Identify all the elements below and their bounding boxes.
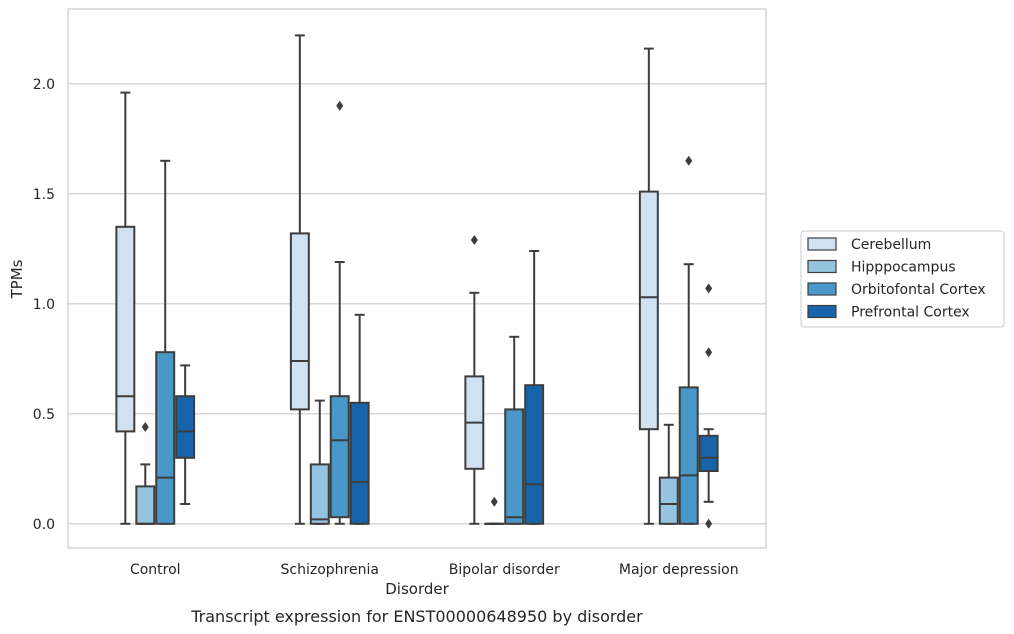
y-tick-label: 1.5	[33, 187, 55, 203]
iqr-box	[658, 476, 679, 525]
y-tick-label: 0.0	[33, 517, 55, 533]
legend-frame	[800, 230, 1005, 328]
y-tick-label: 0.5	[33, 407, 55, 423]
iqr-box	[115, 225, 136, 433]
box-orbitofontal-cortex	[155, 159, 176, 525]
x-tick-label: Bipolar disorder	[449, 562, 560, 578]
legend: Cerebellum Hipppocampus Orbitofontal Corte…	[800, 230, 1005, 328]
iqr-box	[504, 408, 525, 525]
legend-label: Prefrontal Cortex	[851, 305, 970, 321]
iqr-box	[349, 401, 370, 525]
box-hipppocampus	[135, 422, 156, 525]
legend-label: Cerebellum	[851, 237, 931, 253]
outlier-point	[490, 496, 498, 507]
outlier-point	[705, 283, 713, 294]
iqr-box	[155, 351, 176, 525]
x-tick-label: Major depression	[619, 562, 739, 578]
x-tick-label: Schizophrenia	[281, 562, 379, 578]
box-cerebellum	[115, 91, 136, 525]
y-tick-label: 2.0	[33, 77, 55, 93]
legend-swatch	[807, 304, 837, 319]
box-hipppocampus	[309, 399, 330, 525]
legend-label: Orbitofontal Cortex	[851, 282, 986, 298]
chart-caption: Transcript expression for ENST0000064895…	[190, 607, 643, 626]
x-tick-label: Control	[130, 562, 181, 578]
outlier-point	[705, 518, 713, 529]
box-cerebellum	[464, 235, 485, 525]
legend-swatch	[807, 259, 837, 274]
iqr-box	[175, 395, 196, 459]
outlier-point	[470, 235, 478, 245]
iqr-box	[678, 386, 699, 525]
box-prefrontal-cortex	[175, 364, 196, 505]
outlier-point	[685, 155, 693, 166]
iqr-box	[329, 395, 350, 519]
x-axis-label: Disorder	[385, 580, 449, 598]
box-hipppocampus	[658, 423, 679, 525]
box-series	[115, 34, 719, 529]
box-prefrontal-cortex	[349, 313, 370, 525]
outlier-point	[336, 100, 344, 111]
box-prefrontal-cortex	[698, 283, 719, 529]
box-cerebellum	[289, 34, 310, 525]
iqr-box	[289, 232, 310, 411]
legend-label: Hipppocampus	[851, 260, 956, 276]
box-orbitofontal-cortex	[504, 335, 525, 525]
y-axis-ticks: 0.0 0.5 1.0 1.5 2.0	[33, 77, 55, 533]
y-axis-label: TPMs	[8, 259, 26, 299]
box-orbitofontal-cortex	[329, 100, 350, 525]
box-hipppocampus	[484, 496, 505, 525]
box-prefrontal-cortex	[524, 250, 545, 525]
y-tick-label: 1.0	[33, 297, 55, 313]
outlier-point	[705, 347, 713, 358]
legend-swatch	[807, 237, 837, 251]
outlier-point	[141, 422, 149, 432]
x-axis-ticks: Control Schizophrenia Bipolar disorder Majo…	[130, 562, 739, 578]
iqr-box	[524, 384, 545, 525]
iqr-box	[698, 434, 719, 472]
box-orbitofontal-cortex	[678, 155, 699, 525]
iqr-box	[638, 190, 659, 431]
legend-swatch	[807, 282, 837, 296]
iqr-box	[135, 485, 156, 525]
box-cerebellum	[638, 47, 659, 525]
iqr-box	[309, 463, 330, 525]
